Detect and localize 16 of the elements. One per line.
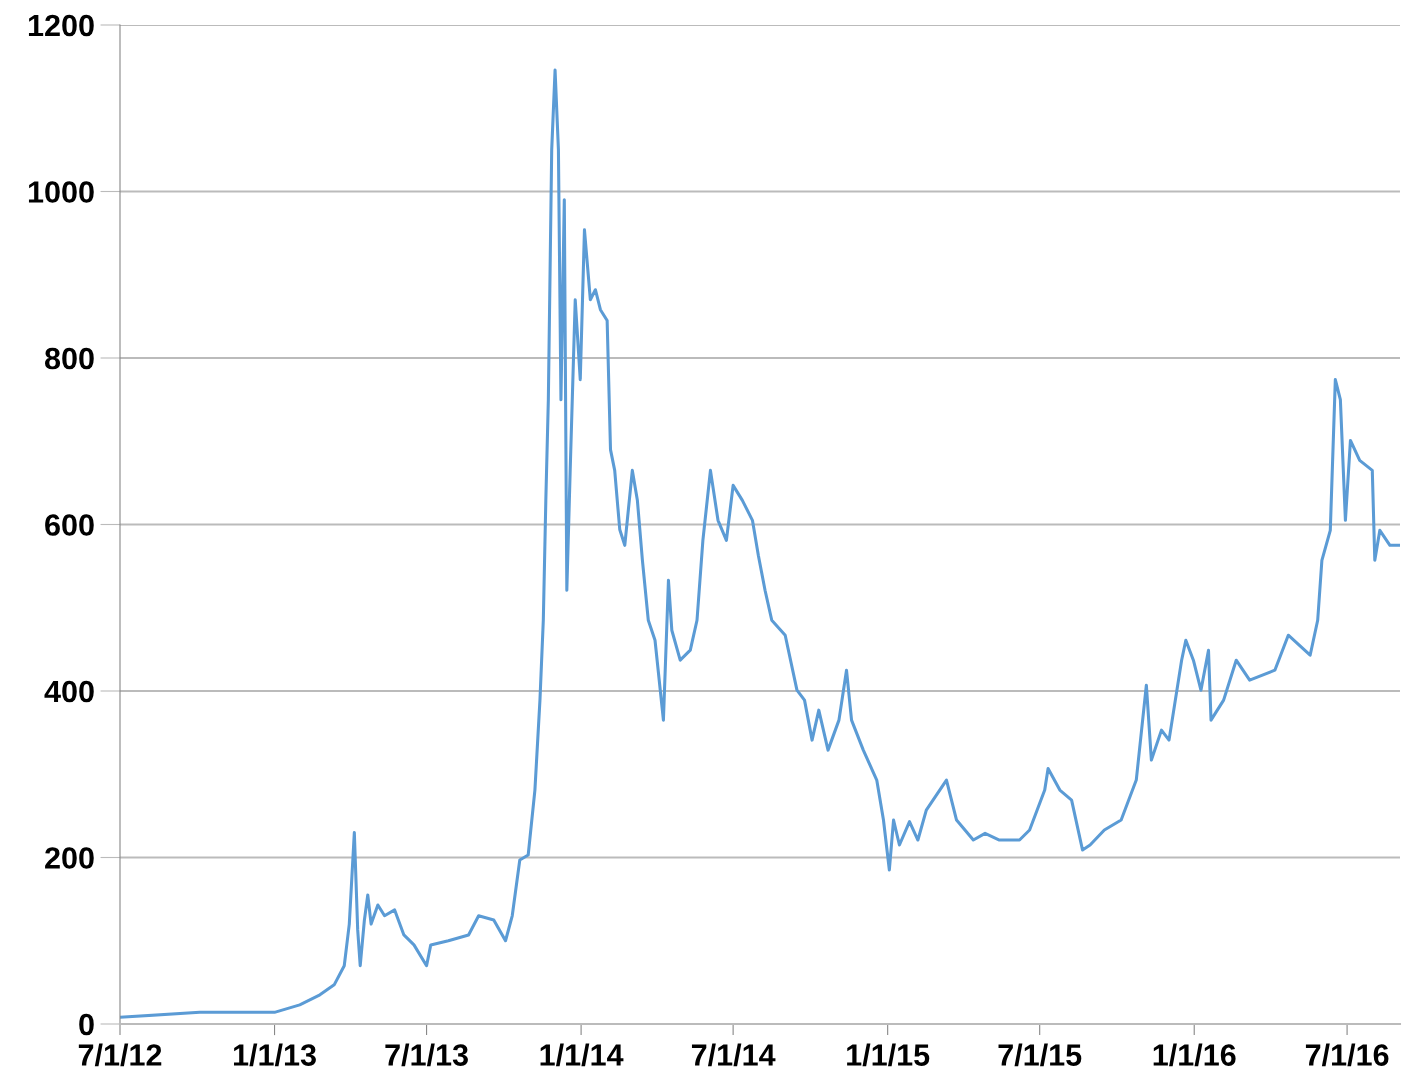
x-tick-label: 7/1/12 (78, 1043, 162, 1067)
y-tick-label: 200 (45, 847, 94, 869)
y-tick-label: 0 (79, 1013, 94, 1036)
x-tick-label: 1/1/16 (1153, 1043, 1236, 1067)
y-tick-label: 1000 (28, 181, 94, 203)
y-tick-label: 800 (44, 347, 94, 370)
x-tick-label: 7/1/13 (385, 1043, 468, 1067)
x-tick-label: 1/1/14 (540, 1043, 624, 1067)
x-tick-label: 7/1/15 (998, 1043, 1082, 1067)
x-tick-label: 7/1/14 (691, 1043, 776, 1067)
x-tick-label: 1/1/15 (847, 1043, 930, 1067)
x-tick-label: 7/1/16 (1305, 1043, 1389, 1067)
y-tick-label: 400 (44, 680, 94, 703)
y-tick-label: 600 (45, 514, 94, 536)
y-tick-label: 1200 (28, 14, 94, 37)
x-tick-label: 1/1/13 (233, 1043, 316, 1067)
